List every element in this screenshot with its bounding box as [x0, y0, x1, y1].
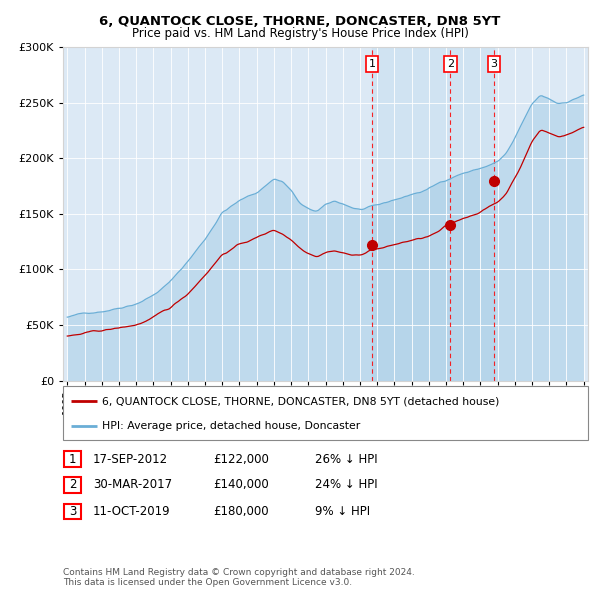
Text: 11-OCT-2019: 11-OCT-2019	[93, 505, 170, 518]
Text: £122,000: £122,000	[213, 453, 269, 466]
Text: Price paid vs. HM Land Registry's House Price Index (HPI): Price paid vs. HM Land Registry's House …	[131, 27, 469, 40]
Text: £180,000: £180,000	[213, 505, 269, 518]
Text: 24% ↓ HPI: 24% ↓ HPI	[315, 478, 377, 491]
Text: 2: 2	[69, 478, 76, 491]
Text: 3: 3	[490, 59, 497, 69]
Text: 9% ↓ HPI: 9% ↓ HPI	[315, 505, 370, 518]
Text: HPI: Average price, detached house, Doncaster: HPI: Average price, detached house, Donc…	[103, 421, 361, 431]
Text: 2: 2	[447, 59, 454, 69]
Text: 3: 3	[69, 505, 76, 518]
Text: 1: 1	[368, 59, 376, 69]
Bar	[372, 47, 494, 381]
Text: 26% ↓ HPI: 26% ↓ HPI	[315, 453, 377, 466]
Text: 6, QUANTOCK CLOSE, THORNE, DONCASTER, DN8 5YT: 6, QUANTOCK CLOSE, THORNE, DONCASTER, DN…	[100, 15, 500, 28]
Text: £140,000: £140,000	[213, 478, 269, 491]
Text: 17-SEP-2012: 17-SEP-2012	[93, 453, 168, 466]
Text: 1: 1	[69, 453, 76, 466]
Text: Contains HM Land Registry data © Crown copyright and database right 2024.
This d: Contains HM Land Registry data © Crown c…	[63, 568, 415, 587]
Text: 6, QUANTOCK CLOSE, THORNE, DONCASTER, DN8 5YT (detached house): 6, QUANTOCK CLOSE, THORNE, DONCASTER, DN…	[103, 396, 500, 407]
Text: 30-MAR-2017: 30-MAR-2017	[93, 478, 172, 491]
